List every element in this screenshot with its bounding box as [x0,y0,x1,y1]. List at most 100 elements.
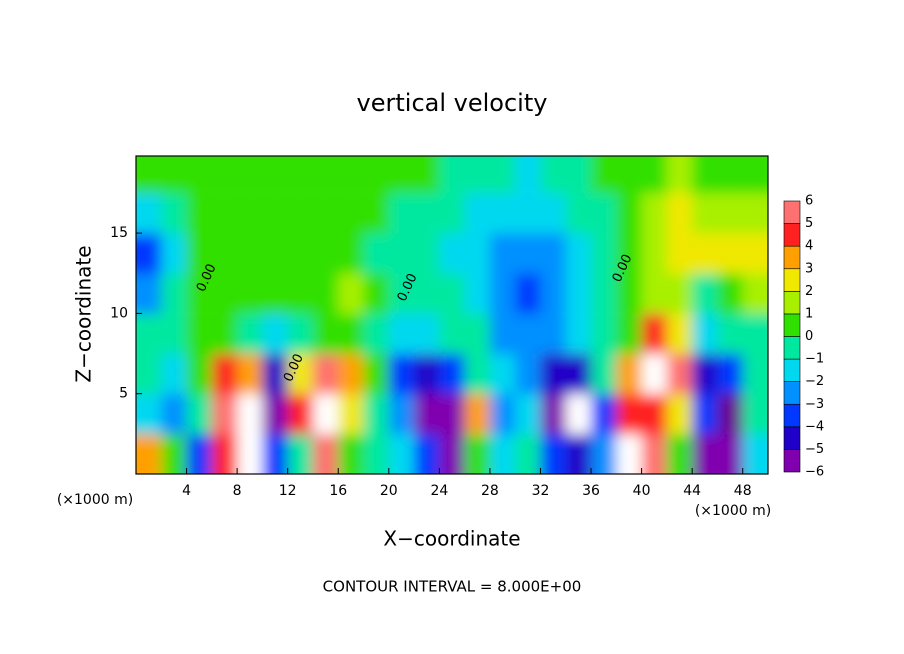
cell [540,233,567,274]
cell [388,353,415,395]
cell [287,353,314,395]
colorbar-swatch [783,403,801,428]
colorbar-label: −1 [805,352,824,367]
cell [464,434,491,474]
cell [237,156,263,194]
cell [616,393,643,435]
cell [692,193,719,234]
cell [515,193,542,234]
cell [414,313,440,354]
cell [136,353,162,395]
cell [186,156,213,194]
cell [363,313,390,354]
cell [540,313,567,354]
cell [136,313,162,354]
cell [692,273,719,314]
cell [338,353,365,395]
colorbar-label: 5 [805,216,813,231]
cell [287,273,314,314]
colorbar-label: 2 [805,284,813,299]
cell [616,273,643,314]
cell [666,193,693,234]
x-unit: (×1000 m) [695,503,771,519]
plot-frame [135,155,769,475]
x-tick-label: 44 [683,483,701,499]
x-tick-label: 48 [734,483,752,499]
x-tick-label: 24 [430,483,448,499]
cell [540,193,567,234]
colorbar-swatch [783,245,801,270]
x-tick-label: 8 [233,483,242,499]
cell [717,434,744,474]
cell [363,273,390,314]
cell [338,313,365,354]
cell [616,193,643,234]
cell [237,313,263,354]
cell [666,353,693,395]
colorbar-label: −6 [805,465,824,480]
cell [211,353,238,395]
cell [540,273,567,314]
cell [616,353,643,395]
cell [414,193,440,234]
cell [489,353,516,395]
cell [565,434,592,474]
cell [287,313,314,354]
cell [616,156,643,194]
colorbar-label: −4 [805,419,824,434]
cell [641,353,668,395]
cell [388,193,415,234]
cell [489,393,516,435]
colorbar-swatch [783,223,801,247]
cell [565,313,592,354]
cell [641,233,668,274]
cell [338,393,365,435]
cell [312,273,339,314]
cell [414,434,440,474]
cell [312,313,339,354]
cell [161,393,188,435]
cell [692,393,719,435]
cell [388,273,415,314]
cell [338,233,365,274]
cell [742,193,768,234]
cell [363,233,390,274]
chart-title: vertical velocity [357,89,548,117]
cell [565,273,592,314]
cell [692,233,719,274]
cell [186,193,213,234]
cell [666,273,693,314]
cell [388,233,415,274]
cell [591,233,617,274]
x-tick-label: 40 [633,483,651,499]
cells [136,156,768,474]
cell [363,193,390,234]
cell [666,233,693,274]
cell [363,434,390,474]
cell [717,313,744,354]
cell [641,434,668,474]
cell [641,156,668,194]
cell [312,393,339,435]
cell [161,156,188,194]
cell [439,233,466,274]
cell [565,156,592,194]
cell [742,233,768,274]
cell [540,393,567,435]
cell [641,313,668,354]
cell [742,273,768,314]
cell [641,193,668,234]
cell [489,233,516,274]
colorbar-label: 3 [805,261,813,276]
cell [287,434,314,474]
cell [666,313,693,354]
cell [262,313,289,354]
cell [388,156,415,194]
cell [515,353,542,395]
x-tick-label: 20 [380,483,398,499]
field [136,156,768,474]
colorbar-swatch [783,268,801,292]
colorbar-label: 4 [805,239,813,254]
cell [211,273,238,314]
cell [262,353,289,395]
